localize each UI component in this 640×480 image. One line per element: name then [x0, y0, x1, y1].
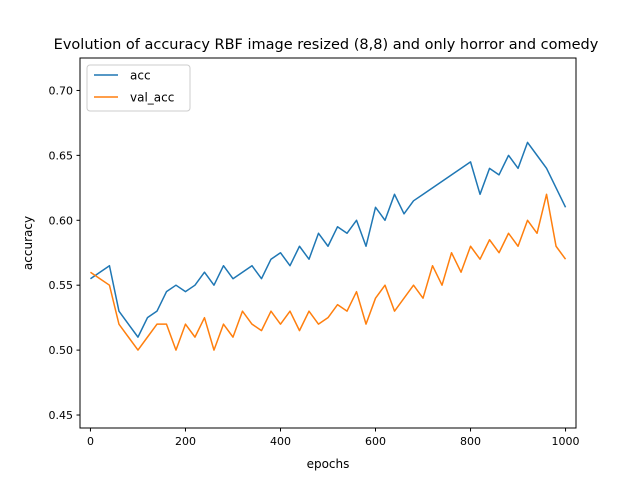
y-tick-label: 0.65	[49, 149, 74, 162]
x-axis-label: epochs	[307, 457, 350, 471]
series-val-acc-line	[90, 193, 567, 351]
x-tick-label: 400	[270, 435, 291, 448]
legend: acc val_acc	[86, 64, 191, 112]
y-tick-label: 0.50	[49, 344, 74, 357]
y-axis-label: accuracy	[21, 216, 35, 270]
plot-frame	[79, 57, 577, 429]
x-tick-label: 0	[87, 435, 94, 448]
y-tick-label: 0.55	[49, 279, 74, 292]
chart-title: Evolution of accuracy RBF image resized …	[54, 37, 599, 53]
x-tick-label: 1000	[552, 435, 580, 448]
y-tick-label: 0.60	[49, 214, 74, 227]
y-tick-label: 0.45	[49, 409, 74, 422]
series-layer	[90, 141, 567, 351]
series-acc-line	[90, 141, 567, 338]
x-tick-label: 800	[460, 435, 481, 448]
x-tick-label: 600	[365, 435, 386, 448]
legend-acc-label: acc	[130, 69, 151, 83]
x-axis: 0 200 400 600 800 1000	[87, 428, 580, 448]
legend-box	[86, 64, 191, 112]
x-tick-label: 200	[175, 435, 196, 448]
legend-val-acc-label: val_acc	[130, 91, 174, 105]
y-axis: 0.45 0.50 0.55 0.60 0.65 0.70	[49, 84, 80, 422]
y-tick-label: 0.70	[49, 84, 74, 97]
